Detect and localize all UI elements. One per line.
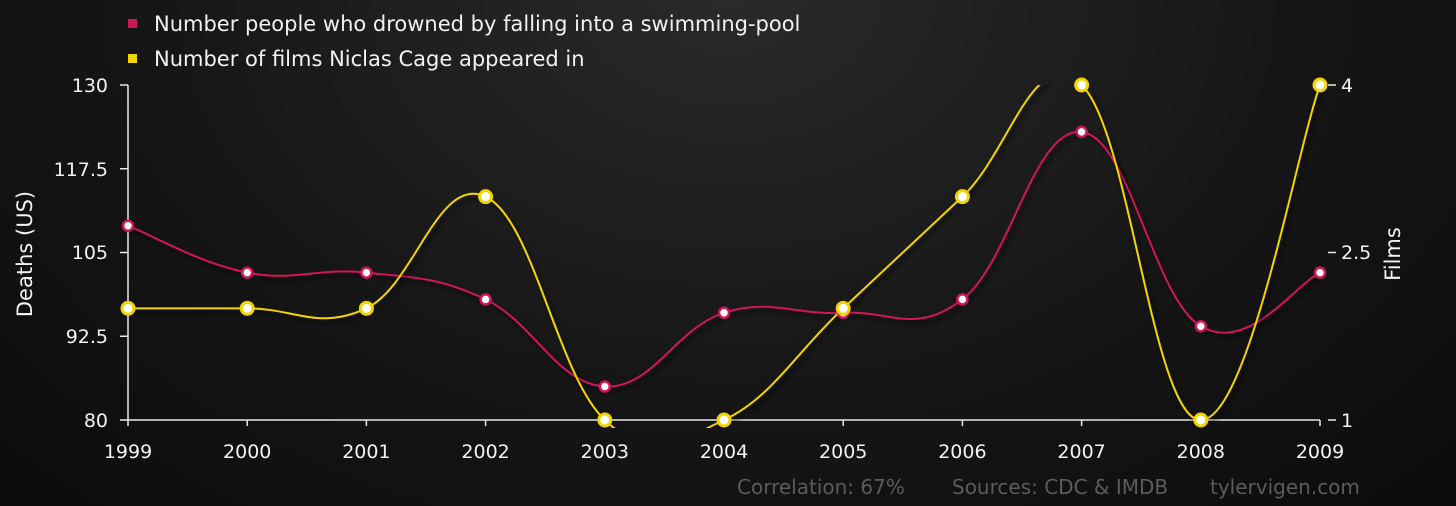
- y-right-tick-label: 2.5: [1341, 242, 1371, 264]
- y-tick-label: 117.5: [54, 159, 108, 181]
- films-point[interactable]: [835, 300, 851, 316]
- y-axis-title-right: Films: [1381, 227, 1405, 281]
- y-tick-label: 130: [72, 75, 108, 97]
- y-axis-title-left: Deaths (US): [13, 191, 37, 317]
- legend-label-drownings: Number people who drowned by falling int…: [154, 12, 800, 36]
- footer: Correlation: 67% Sources: CDC & IMDB tyl…: [737, 475, 1360, 499]
- x-tick-label: 2003: [581, 441, 629, 463]
- x-axis-ticks: 1999 2000 2001 2002 2003 2004 2005 2006 2007 2008…: [104, 420, 1344, 463]
- series-lines: [127, 85, 1321, 428]
- films-line: [127, 85, 1321, 428]
- films-point[interactable]: [954, 189, 970, 205]
- films-point[interactable]: [239, 300, 255, 316]
- films-point[interactable]: [120, 300, 136, 316]
- drownings-point[interactable]: [717, 306, 731, 320]
- films-point[interactable]: [358, 300, 374, 316]
- x-tick-label: 2008: [1177, 441, 1225, 463]
- left-axis-ticks: 130 117.5 105 92.5 80: [54, 75, 128, 432]
- site-link[interactable]: tylervigen.com: [1210, 475, 1360, 499]
- y-tick-label: 80: [84, 410, 108, 432]
- y-right-tick-label: 4: [1341, 75, 1353, 97]
- drownings-point[interactable]: [240, 266, 254, 279]
- x-tick-label: 1999: [104, 441, 152, 463]
- drownings-point[interactable]: [1313, 266, 1327, 279]
- legend-swatch-drownings: [128, 19, 137, 28]
- y-right-tick-label: 1: [1341, 410, 1353, 432]
- drownings-point[interactable]: [121, 219, 135, 232]
- drownings-point[interactable]: [956, 293, 969, 306]
- correlation-text: Correlation: 67%: [737, 475, 905, 499]
- x-tick-label: 2005: [819, 441, 867, 463]
- drownings-point[interactable]: [598, 380, 612, 393]
- y-tick-label: 105: [72, 242, 108, 264]
- films-point[interactable]: [597, 412, 613, 428]
- films-point[interactable]: [1074, 77, 1090, 93]
- drownings-point[interactable]: [360, 266, 373, 279]
- drownings-point[interactable]: [1075, 125, 1088, 139]
- x-tick-label: 2009: [1296, 441, 1344, 463]
- films-point[interactable]: [716, 412, 732, 428]
- films-point[interactable]: [1312, 77, 1328, 93]
- legend: Number people who drowned by falling int…: [128, 12, 800, 71]
- legend-label-films: Number of films Niclas Cage appeared in: [154, 47, 585, 71]
- x-tick-label: 2000: [223, 441, 271, 463]
- films-point[interactable]: [1193, 412, 1209, 428]
- y-tick-label: 92.5: [66, 326, 108, 348]
- right-axis-ticks: 4 2.5 1: [1328, 75, 1371, 432]
- sources-text: Sources: CDC & IMDB: [952, 475, 1168, 499]
- x-tick-label: 2002: [461, 441, 509, 463]
- legend-swatch-films: [128, 54, 137, 63]
- drownings-point[interactable]: [479, 293, 492, 306]
- films-point[interactable]: [478, 189, 494, 205]
- x-tick-label: 2007: [1057, 441, 1105, 463]
- drownings-line: [127, 130, 1321, 388]
- axes: [127, 85, 1320, 421]
- x-tick-label: 2004: [700, 441, 748, 463]
- drownings-point[interactable]: [1194, 319, 1208, 333]
- series-points: [120, 77, 1328, 428]
- x-tick-label: 2006: [938, 441, 986, 463]
- x-tick-label: 2001: [342, 441, 390, 463]
